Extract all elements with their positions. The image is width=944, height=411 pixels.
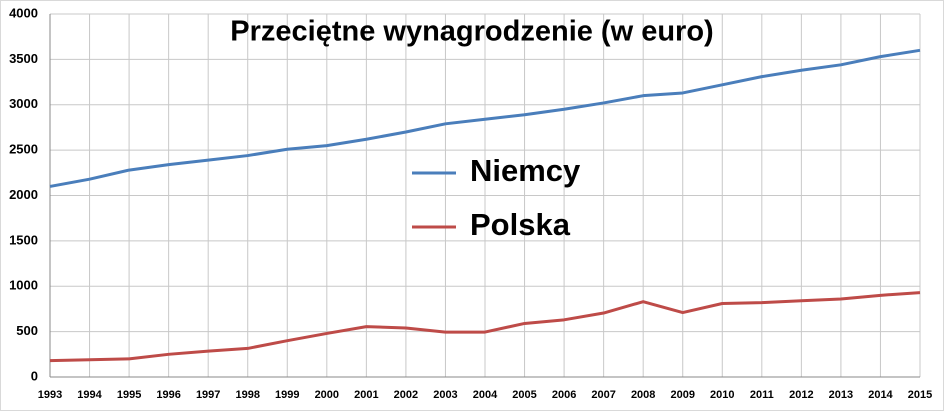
x-tick-label: 2001 [354, 389, 378, 401]
x-tick-label: 2007 [591, 389, 615, 401]
x-tick-label: 2002 [394, 389, 418, 401]
x-tick-label: 2014 [868, 389, 893, 401]
x-tick-label: 2015 [908, 389, 932, 401]
y-tick-label: 3500 [9, 51, 38, 66]
y-tick-label: 4000 [9, 5, 38, 20]
y-tick-label: 1000 [9, 278, 38, 293]
y-tick-label: 3000 [9, 96, 38, 111]
x-tick-label: 2005 [512, 389, 536, 401]
chart-title: Przeciętne wynagrodzenie (w euro) [230, 16, 713, 48]
y-tick-label: 0 [31, 368, 38, 383]
x-tick-label: 2011 [750, 389, 774, 401]
x-tick-label: 2013 [829, 389, 853, 401]
series-line [49, 48, 921, 188]
legend-label: Niemcy [470, 153, 581, 188]
x-tick-label: 2010 [710, 389, 734, 401]
x-tick-label: 1999 [275, 389, 299, 401]
grid [49, 13, 921, 378]
x-tick-label: 1994 [77, 389, 102, 401]
labels: 0 500 1000 1500 2000 2500 3000 3500 4000 1993 1994… [9, 5, 932, 400]
lines [49, 48, 921, 363]
series-line [49, 291, 921, 363]
x-tick-label: 1998 [235, 389, 259, 401]
y-tick-label: 500 [16, 323, 38, 338]
x-tick-label: 2000 [315, 389, 339, 401]
legend-label: Polska [470, 207, 571, 242]
x-tick-label: 2008 [631, 389, 655, 401]
x-tick-label: 1993 [38, 389, 62, 401]
x-tick-label: 1995 [117, 389, 141, 401]
x-tick-label: 2009 [670, 389, 694, 401]
y-tick-label: 2500 [9, 142, 38, 157]
x-tick-label: 2003 [433, 389, 457, 401]
x-tick-label: 1997 [196, 389, 220, 401]
y-tick-label: 1500 [9, 232, 38, 247]
y-tick-label: 2000 [9, 187, 38, 202]
x-tick-label: 2004 [473, 389, 498, 401]
x-tick-label: 1996 [156, 389, 180, 401]
x-tick-label: 2012 [789, 389, 813, 401]
x-tick-label: 2006 [552, 389, 576, 401]
